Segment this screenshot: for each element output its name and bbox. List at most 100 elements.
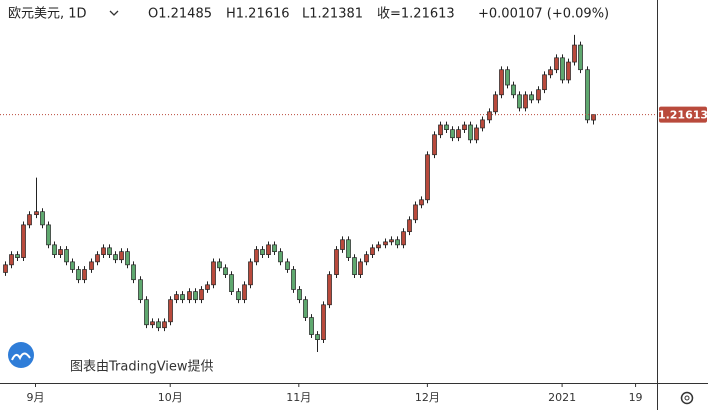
x-tick-label: 10月: [158, 391, 183, 404]
settings-gear[interactable]: [680, 391, 694, 405]
candle-body: [107, 247, 112, 255]
candle-body: [242, 284, 247, 301]
candle-body: [236, 291, 241, 301]
x-tick-label: 2021: [548, 391, 576, 404]
x-tick-label: 19: [629, 391, 643, 404]
candle-body: [193, 291, 198, 301]
candle-body: [511, 84, 516, 96]
candle-body: [560, 57, 565, 81]
candle-body: [585, 69, 590, 121]
candle-body: [578, 44, 583, 71]
gear-hub: [684, 395, 690, 401]
candle-body: [40, 211, 45, 226]
symbol[interactable]: 欧元美元, 1D: [8, 7, 87, 22]
interval-chevron[interactable]: [109, 10, 119, 16]
candle-body: [217, 261, 222, 269]
x-tick-label: 11月: [286, 391, 311, 404]
candle-body: [334, 249, 339, 275]
candle-body: [168, 299, 173, 323]
candle-body: [456, 129, 461, 139]
ohlc-high: H1.21616: [226, 7, 290, 22]
candle-body: [523, 94, 528, 109]
candle-body: [15, 254, 20, 258]
ohlc-open: O1.21485: [148, 7, 212, 22]
candle-body: [370, 247, 375, 255]
candle-body: [144, 299, 149, 326]
candle-body: [125, 251, 130, 266]
candle-body: [297, 289, 302, 301]
candle-body: [119, 251, 124, 261]
candle-body: [407, 219, 412, 233]
watermark[interactable]: 图表由TradingView提供: [70, 359, 214, 375]
candle-body: [591, 114, 596, 121]
ohlc-low: L1.21381: [302, 7, 363, 22]
candle-body: [401, 231, 406, 246]
candle-body: [285, 261, 290, 270]
candle-body: [95, 254, 100, 263]
candle-body: [278, 251, 283, 263]
candle-body: [340, 239, 345, 250]
candle-body: [315, 334, 320, 340]
candle-body: [432, 134, 437, 156]
candle-body: [499, 69, 504, 96]
last-price-label: 1.21613: [658, 109, 708, 122]
last-price-tag: [659, 106, 707, 123]
candle-body: [64, 249, 69, 263]
candle-body: [223, 267, 228, 275]
candle-body: [113, 254, 118, 261]
candle-body: [389, 239, 394, 243]
candle-body: [309, 317, 314, 335]
candle-body: [517, 94, 522, 109]
candle-body: [474, 127, 479, 141]
candle-body: [187, 291, 192, 301]
candle-body: [425, 154, 430, 201]
candle-body: [199, 289, 204, 301]
x-tick-label: 9月: [27, 391, 45, 404]
candle-body: [572, 44, 577, 63]
candle-body: [419, 199, 424, 206]
candle-body: [438, 124, 443, 136]
candle-body: [27, 214, 32, 226]
candle-body: [76, 269, 81, 281]
candle-body: [205, 284, 210, 290]
candle-body: [542, 74, 547, 91]
tv-logo-wave: [11, 352, 31, 361]
ohlc-close: 收=1.21613: [377, 7, 455, 22]
candle-body: [254, 249, 259, 263]
candle-body: [493, 94, 498, 113]
gear-ring: [680, 391, 694, 405]
candle-body: [156, 321, 161, 329]
candle-body: [211, 261, 216, 286]
candle-body: [131, 264, 136, 281]
candle-body: [34, 211, 39, 216]
candle-body: [174, 294, 179, 301]
candle-body: [383, 241, 388, 246]
candle-body: [82, 269, 87, 281]
candle-body: [266, 244, 271, 255]
candle-body: [180, 294, 185, 301]
candle-body: [566, 61, 571, 81]
candle-body: [21, 224, 26, 258]
candle-body: [303, 299, 308, 318]
candle-body: [468, 124, 473, 141]
candle-body: [395, 239, 400, 246]
candle-body: [480, 119, 485, 129]
x-tick-label: 12月: [415, 391, 440, 404]
candle-body: [364, 254, 369, 263]
candle-body: [505, 69, 510, 86]
candle-body: [487, 111, 492, 121]
candle-body: [58, 249, 63, 255]
candle-body: [162, 321, 167, 329]
candle-body: [450, 129, 455, 139]
candle-body: [321, 304, 326, 340]
plot-area: [3, 34, 596, 352]
candle-body: [548, 69, 553, 76]
candle-body: [327, 274, 332, 306]
candle-body: [70, 261, 75, 270]
candle-body: [229, 274, 234, 292]
candle-body: [272, 244, 277, 252]
candle-body: [376, 244, 381, 249]
candle-body: [260, 249, 265, 255]
candle-body: [536, 89, 541, 101]
